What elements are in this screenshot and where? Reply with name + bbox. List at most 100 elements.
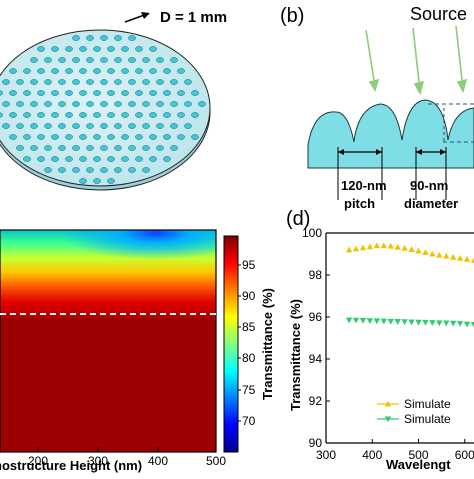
- disk-hole: [128, 35, 136, 41]
- panel-c: 200 300 400 500 nostructure Height (nm) 95 9…: [0, 222, 280, 474]
- data-point-series-2: [380, 318, 388, 325]
- disk-hole: [114, 35, 122, 41]
- legend-label: Simulate: [404, 397, 451, 411]
- data-point-series-1: [449, 253, 457, 260]
- y-tick-label: 94: [309, 352, 323, 366]
- disk-hole: [198, 101, 206, 107]
- disk-hole: [191, 134, 199, 140]
- panel-a: D = 1 mm: [0, 0, 260, 195]
- disk-hole: [184, 79, 192, 85]
- disk-hole: [79, 156, 87, 162]
- disk-hole: [23, 112, 31, 118]
- data-point-series-2: [470, 322, 474, 328]
- chart-ylabel: Transmittance (%): [288, 299, 303, 411]
- data-point-series-1: [373, 242, 381, 249]
- data-point-series-2: [443, 320, 450, 327]
- disk-hole: [149, 112, 157, 118]
- disk-hole: [51, 134, 59, 140]
- disk-hole: [100, 79, 108, 85]
- disk-hole: [142, 145, 150, 151]
- disk-hole: [79, 46, 87, 52]
- disk-hole: [44, 145, 52, 151]
- data-point-series-1: [408, 246, 415, 252]
- disk-hole: [51, 112, 59, 118]
- light-arrows: [365, 25, 468, 96]
- disk-hole: [23, 68, 31, 74]
- disk-hole: [79, 90, 87, 96]
- disk-hole: [121, 46, 129, 52]
- disk-hole: [135, 112, 143, 118]
- disk-hole: [16, 145, 24, 151]
- disk-hole: [44, 57, 52, 63]
- x-tick-label: 600: [455, 448, 474, 462]
- disk-hole: [156, 57, 164, 63]
- disk-hole: [79, 178, 87, 184]
- disk-hole: [135, 46, 143, 52]
- disk-hole: [100, 35, 108, 41]
- y-tick-label: 90: [309, 436, 323, 450]
- disk-hole: [170, 79, 178, 85]
- disk-hole: [58, 57, 66, 63]
- disk-hole: [128, 57, 136, 63]
- disk-hole: [128, 101, 136, 107]
- disk-hole: [149, 156, 157, 162]
- disk-hole: [51, 68, 59, 74]
- data-point-series-1: [352, 245, 360, 252]
- disk-hole: [170, 101, 178, 107]
- disk-hole: [93, 90, 101, 96]
- data-point-series-1: [422, 249, 429, 255]
- disk-hole: [114, 167, 122, 173]
- data-point-series-1: [470, 257, 474, 263]
- substrate-profile: [307, 99, 474, 169]
- disk-hole: [58, 123, 66, 129]
- disk-hole: [16, 101, 24, 107]
- data-point-series-2: [436, 320, 443, 327]
- disk-hole: [72, 35, 80, 41]
- disk-hole: [44, 101, 52, 107]
- disk-hole: [37, 156, 45, 162]
- disk-hole: [156, 101, 164, 107]
- disk-hole: [86, 167, 94, 173]
- disk-hole: [9, 134, 17, 140]
- disk-hole: [44, 123, 52, 129]
- disk-hole: [58, 145, 66, 151]
- heatmap-xlabel: nostructure Height (nm): [0, 458, 142, 473]
- y-tick-label: 98: [309, 268, 323, 282]
- panel-label-d: (d): [286, 208, 310, 230]
- data-point-series-2: [345, 317, 353, 324]
- data-point-series-1: [359, 244, 367, 251]
- disk-hole: [44, 167, 52, 173]
- pitch-label-line1: 120-nm: [341, 178, 387, 193]
- heatmap-x-ticks: 200 300 400 500: [28, 447, 226, 468]
- disk-hole: [163, 156, 171, 162]
- data-point-series-2: [415, 319, 422, 326]
- disk-hole: [0, 90, 3, 96]
- disk-hole: [163, 134, 171, 140]
- disk-hole: [72, 145, 80, 151]
- disk-hole: [142, 101, 150, 107]
- disk-hole: [107, 156, 115, 162]
- colorbar-tick-label: 95: [242, 258, 256, 272]
- data-point-series-1: [401, 244, 408, 251]
- disk-hole: [2, 123, 10, 129]
- disk-hole: [142, 57, 150, 63]
- data-point-series-1: [366, 243, 374, 250]
- disk-hole: [114, 57, 122, 63]
- disk-hole: [58, 101, 66, 107]
- disk-hole: [177, 134, 185, 140]
- colorbar-ticks: 95 90 85 80 75 70: [238, 258, 256, 428]
- disk-hole: [135, 68, 143, 74]
- chart-marks: [345, 242, 474, 328]
- disk-hole: [100, 101, 108, 107]
- disk-hole: [156, 145, 164, 151]
- disk-hole: [121, 156, 129, 162]
- disk-hole: [86, 123, 94, 129]
- disk-hole: [65, 90, 73, 96]
- disk-hole: [107, 90, 115, 96]
- legend-marker: [384, 400, 392, 407]
- disk-hole: [170, 123, 178, 129]
- disk-hole: [37, 112, 45, 118]
- disk-hole: [23, 134, 31, 140]
- source-label: Source: [410, 4, 467, 24]
